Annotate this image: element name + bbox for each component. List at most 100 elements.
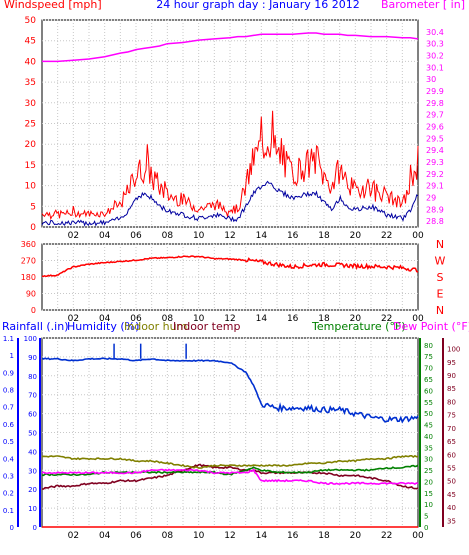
legend-dew-point: Dew Point (°F): [393, 320, 469, 333]
temperature-ytick-label: 45: [424, 422, 433, 430]
direction-xtick-label: 08: [162, 314, 174, 324]
temperature-ytick-label: 50: [424, 410, 433, 418]
dewpoint-ytick-label: 50: [447, 478, 456, 486]
temperature-ytick-label: 25: [424, 467, 433, 475]
temperature-xtick-label: 06: [130, 531, 142, 541]
temperature-xtick-label: 14: [256, 531, 268, 541]
wind-ytick-label: 40: [25, 57, 37, 67]
baro-ytick-label: 30: [426, 75, 436, 84]
temperature-xtick-label: 00: [412, 531, 424, 541]
compass-label: E: [437, 288, 444, 301]
direction-xtick-label: 20: [350, 314, 362, 324]
direction-ytick-label: 0: [31, 306, 36, 315]
temperature-ytick-label: 70: [424, 365, 433, 373]
humidity-ytick-label: 20: [28, 486, 37, 494]
direction-xtick-label: 06: [130, 314, 142, 324]
compass-label: N: [436, 238, 444, 251]
temperature-ytick-label: 65: [424, 376, 433, 384]
average-wind-series: [41, 180, 419, 227]
wind-ytick-label: 45: [25, 37, 36, 47]
rain-ytick-label: 0.2: [3, 490, 14, 498]
compass-label: W: [435, 255, 446, 268]
direction-xtick-label: 18: [318, 314, 330, 324]
legend-temperature: Temperature (°F): [311, 320, 406, 333]
direction-xtick-label: 12: [224, 314, 235, 324]
wind-xtick-label: 16: [287, 231, 299, 241]
chart-title: 24 hour graph day : January 16 2012: [156, 0, 360, 11]
wind-xtick-label: 08: [162, 231, 174, 241]
humidity-ytick-label: 90: [28, 354, 37, 362]
rain-ytick-label: 0.4: [3, 455, 15, 463]
baro-ytick-label: 29.6: [426, 122, 444, 131]
baro-ytick-label: 29.3: [426, 158, 444, 167]
wind-xtick-label: 06: [130, 231, 142, 241]
direction-xtick-label: 10: [193, 314, 205, 324]
temperature-xtick-label: 18: [318, 531, 330, 541]
wind-xtick-label: 10: [193, 231, 205, 241]
wind-xtick-label: 02: [68, 231, 79, 241]
dewpoint-ytick-label: 65: [447, 438, 456, 446]
wind-xtick-label: 14: [256, 231, 268, 241]
dewpoint-ytick-label: 90: [447, 372, 456, 380]
baro-ytick-label: 29.4: [426, 146, 444, 155]
wind-panel-frame: [41, 19, 419, 228]
wind-xtick-label: 00: [412, 231, 424, 241]
rain-ytick-label: 0.9: [3, 369, 14, 377]
temperature-ytick-label: 55: [424, 399, 433, 407]
humidity-ytick-label: 10: [28, 505, 37, 513]
legend-rainfall: Rainfall (.in): [2, 320, 69, 333]
wind-xtick-label: 12: [224, 231, 235, 241]
temperature-xtick-label: 20: [350, 531, 362, 541]
dewpoint-ytick-label: 35: [447, 517, 456, 525]
rain-ytick-label: 0.7: [3, 404, 14, 412]
temperature-ytick-label: 30: [424, 456, 433, 464]
rain-ytick-label: 0.3: [3, 472, 14, 480]
baro-ytick-label: 29.5: [426, 134, 444, 143]
wind-ytick-label: 50: [25, 16, 37, 26]
humidity-ytick-label: 50: [28, 430, 37, 438]
baro-ytick-label: 30.1: [426, 63, 444, 72]
compass-label: N: [436, 304, 444, 317]
direction-xtick-label: 14: [256, 314, 268, 324]
temperature-ytick-label: 0: [424, 524, 428, 532]
rain-ytick-label: 0.5: [3, 438, 14, 446]
dewpoint-ytick-label: 45: [447, 491, 456, 499]
baro-ytick-label: 30.3: [426, 40, 444, 49]
temperature-xtick-label: 12: [224, 531, 235, 541]
direction-ytick-label: 270: [21, 257, 36, 266]
baro-ytick-label: 29.1: [426, 182, 444, 191]
temperature-ytick-label: 15: [424, 490, 433, 498]
temperature-xtick-label: 10: [193, 531, 205, 541]
humidity-ytick-label: 30: [28, 467, 37, 475]
temperature-ytick-label: 35: [424, 444, 433, 452]
dewpoint-ytick-label: 75: [447, 412, 456, 420]
baro-ytick-label: 30.4: [426, 28, 444, 37]
direction-xtick-label: 02: [68, 314, 79, 324]
direction-xtick-label: 04: [99, 314, 111, 324]
temperature-xtick-label: 22: [381, 531, 392, 541]
wind-xtick-label: 18: [318, 231, 330, 241]
rain-ytick-label: 0.8: [3, 387, 14, 395]
baro-ytick-label: 28.8: [426, 217, 444, 226]
dewpoint-ytick-label: 95: [447, 359, 456, 367]
wind-ytick-label: 0: [30, 223, 36, 233]
temperature-xtick-label: 04: [99, 531, 111, 541]
humidity-ytick-label: 70: [28, 392, 37, 400]
dewpoint-ytick-label: 100: [447, 346, 460, 354]
direction-ytick-label: 180: [21, 273, 36, 282]
barometer-axis-label: Barometer [ in]: [381, 0, 465, 11]
dewpoint-ytick-label: 70: [447, 425, 456, 433]
windspeed-axis-label: Windspeed [mph]: [4, 0, 102, 11]
humidity-ytick-label: 0: [33, 524, 37, 532]
wind-ytick-label: 5: [30, 202, 36, 212]
wind-xtick-label: 20: [350, 231, 362, 241]
direction-ytick-label: 360: [21, 240, 36, 249]
temperature-xtick-label: 16: [287, 531, 299, 541]
dewpoint-ytick-label: 60: [447, 451, 456, 459]
baro-ytick-label: 28.9: [426, 205, 444, 214]
dewpoint-ytick-label: 40: [447, 504, 456, 512]
temperature-ytick-label: 75: [424, 353, 433, 361]
direction-xtick-label: 00: [412, 314, 424, 324]
